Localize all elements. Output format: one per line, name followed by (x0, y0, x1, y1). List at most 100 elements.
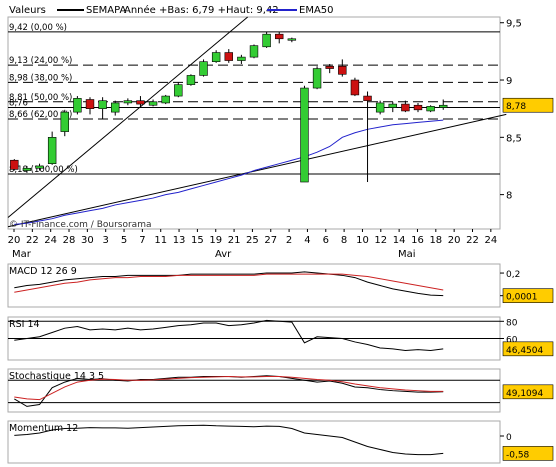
rsi-value-box (502, 341, 554, 357)
x-tick-label: 15 (191, 235, 204, 246)
x-tick-label: 12 (374, 235, 387, 246)
candle-body (161, 95, 170, 104)
candle-body (98, 100, 107, 109)
ema50-line (14, 119, 444, 225)
rsi-value-label: 46,4504 (506, 346, 543, 356)
candle-body (136, 100, 145, 105)
rsi-panel: RSI 14 60 80 46,4504 (7, 316, 554, 361)
x-tick-label: 20 (448, 235, 461, 246)
year-range-text: Année +Bas: 6,79 +Haut: 9,42 (124, 4, 279, 16)
momentum-value-label: -0,58 (506, 450, 530, 460)
fib-level-label: 8,66 (62,00 %) (9, 110, 72, 120)
candle-body (73, 98, 82, 113)
x-tick-label: 20 (8, 235, 21, 246)
rsi-y-tick-label: 80 (506, 318, 518, 328)
macd-value-box (502, 288, 554, 303)
candle-body (338, 65, 347, 75)
fib-level-label: 8,81 (50,00 %) (9, 93, 72, 103)
candle-body (85, 99, 95, 109)
x-tick-label: 22 (466, 235, 479, 246)
candle-body (249, 45, 259, 58)
x-tick-label: 19 (209, 235, 222, 246)
candle-body (237, 56, 246, 61)
candle-body (224, 52, 233, 61)
candle-body (174, 84, 183, 97)
fib-level-label: 8,18 (100,00 %) (9, 165, 78, 175)
macd-value-label: 0,0001 (506, 293, 538, 303)
momentum-title: Momentum 12 (9, 423, 78, 434)
candle-body (60, 111, 69, 132)
macd-frame (7, 263, 501, 308)
price-value-label: 8,78 (506, 102, 526, 112)
candle-body (439, 104, 448, 108)
price-panel: 8 8,5 9 9,5 9,42 (0,00 %) 9,13 (24,00 %) 8,98 … (7, 16, 554, 260)
candle-body (262, 33, 271, 48)
momentum-frame (7, 420, 501, 464)
x-tick-label: 27 (264, 235, 277, 246)
candle-body (47, 137, 57, 164)
x-tick-label: 11 (154, 235, 167, 246)
x-tick-label: 25 (246, 235, 259, 246)
candle-body (325, 65, 334, 69)
candle-body (123, 100, 133, 104)
x-tick-label: 2 (286, 235, 292, 246)
candle-body (287, 38, 297, 41)
trendline (7, 113, 507, 228)
candle-body (363, 95, 372, 101)
momentum-y-tick-label: 0 (506, 433, 512, 443)
rsi-title: RSI 14 (9, 319, 40, 330)
candle-body (300, 87, 309, 183)
x-tick-label: 24 (484, 235, 497, 246)
candle-body (350, 79, 360, 96)
month-label: Avr (215, 249, 232, 260)
momentum-panel: Momentum 12 0 -0,58 (7, 420, 554, 464)
candle-body (148, 101, 158, 106)
candle-body (375, 102, 385, 113)
candle-body (401, 103, 410, 112)
candle-body (388, 103, 397, 108)
momentum-value-box (502, 446, 554, 461)
x-tick-label: 14 (393, 235, 406, 246)
stochastic-value-box (502, 384, 554, 400)
candle-body (111, 102, 120, 113)
candle-body (312, 68, 322, 89)
fib-level-label: 9,13 (24,00 %) (9, 56, 72, 66)
y-tick-label: 8 (506, 191, 512, 202)
rsi-y-tick-label: 60 (506, 336, 518, 346)
candle-body (22, 167, 32, 171)
x-tick-label: 24 (44, 235, 57, 246)
fib-level-label: 8,98 (38,00 %) (9, 73, 72, 83)
candle-body (10, 159, 19, 170)
candle-body (413, 104, 423, 111)
source-watermark: © IT-Finance.com / Boursorama (9, 220, 151, 230)
x-tick-label: 28 (63, 235, 76, 246)
month-label: Mai (398, 249, 416, 260)
stochastic-title: Stochastique 14 3 5 (9, 371, 104, 382)
ema-legend-label: EMA50 (299, 5, 334, 16)
x-tick-label: 5 (121, 235, 127, 246)
x-tick-label: 3 (103, 235, 109, 246)
macd-series-line (14, 271, 444, 297)
candle-body (35, 165, 44, 169)
trendline (7, 16, 249, 218)
y-tick-label: 8,5 (506, 133, 522, 144)
fib-level-label: 9,42 (0,00 %) (9, 23, 67, 33)
x-tick-label: 4 (304, 235, 310, 246)
y-tick-label: 9,5 (506, 19, 522, 30)
candle-body (426, 106, 435, 112)
series-legend-label: SEMAPA (86, 5, 127, 16)
x-tick-label: 10 (356, 235, 369, 246)
x-tick-label: 30 (81, 235, 94, 246)
fib-level-label: 8,76 (9, 99, 28, 109)
rsi-series-line (14, 319, 444, 352)
x-tick-label: 6 (323, 235, 329, 246)
candle-body (199, 61, 208, 76)
month-label: Mar (12, 249, 32, 260)
momentum-series-line (14, 424, 444, 456)
candle-body (186, 75, 196, 85)
x-tick-label: 7 (139, 235, 145, 246)
candle-body (211, 52, 221, 62)
macd-y-tick-label: 0,2 (506, 270, 520, 280)
x-tick-label: 22 (26, 235, 39, 246)
